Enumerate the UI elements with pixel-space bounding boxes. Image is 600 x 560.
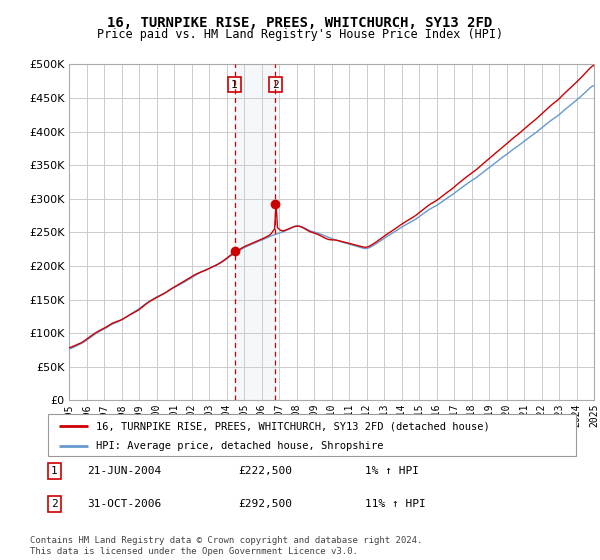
Bar <box>235 64 275 400</box>
Text: £222,500: £222,500 <box>238 466 292 476</box>
Text: 1: 1 <box>50 466 58 476</box>
Text: 1% ↑ HPI: 1% ↑ HPI <box>365 466 419 476</box>
FancyBboxPatch shape <box>48 414 576 456</box>
Text: 2: 2 <box>50 500 58 509</box>
Text: 11% ↑ HPI: 11% ↑ HPI <box>365 500 425 509</box>
Text: 31-OCT-2006: 31-OCT-2006 <box>88 500 162 509</box>
Text: 16, TURNPIKE RISE, PREES, WHITCHURCH, SY13 2FD: 16, TURNPIKE RISE, PREES, WHITCHURCH, SY… <box>107 16 493 30</box>
Text: 21-JUN-2004: 21-JUN-2004 <box>88 466 162 476</box>
Text: Contains HM Land Registry data © Crown copyright and database right 2024.
This d: Contains HM Land Registry data © Crown c… <box>30 536 422 556</box>
Text: Price paid vs. HM Land Registry's House Price Index (HPI): Price paid vs. HM Land Registry's House … <box>97 28 503 41</box>
Text: £292,500: £292,500 <box>238 500 292 509</box>
Text: 1: 1 <box>231 80 238 90</box>
Text: HPI: Average price, detached house, Shropshire: HPI: Average price, detached house, Shro… <box>95 441 383 451</box>
Text: 16, TURNPIKE RISE, PREES, WHITCHURCH, SY13 2FD (detached house): 16, TURNPIKE RISE, PREES, WHITCHURCH, SY… <box>95 421 489 431</box>
Text: 2: 2 <box>272 80 279 90</box>
